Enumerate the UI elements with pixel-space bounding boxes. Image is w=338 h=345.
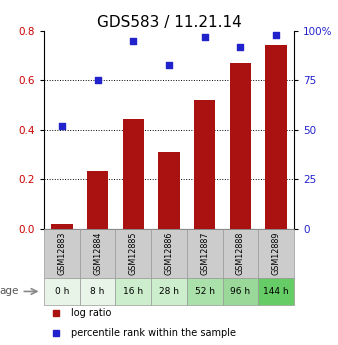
Bar — [151, 278, 187, 305]
Text: GSM12888: GSM12888 — [236, 231, 245, 275]
Bar — [258, 278, 294, 305]
Point — [166, 62, 172, 67]
Text: 96 h: 96 h — [231, 287, 250, 296]
Bar — [223, 229, 258, 278]
Text: 28 h: 28 h — [159, 287, 179, 296]
Bar — [194, 100, 215, 229]
Point — [59, 123, 65, 129]
Point — [273, 32, 279, 38]
Point — [238, 44, 243, 50]
Bar — [80, 229, 115, 278]
Text: GSM12885: GSM12885 — [129, 231, 138, 275]
Bar — [44, 229, 80, 278]
Text: GSM12883: GSM12883 — [57, 231, 66, 275]
Bar — [223, 278, 258, 305]
Text: 52 h: 52 h — [195, 287, 215, 296]
Text: 16 h: 16 h — [123, 287, 143, 296]
Bar — [80, 278, 115, 305]
Point — [202, 34, 208, 40]
Bar — [158, 152, 180, 229]
Text: 0 h: 0 h — [55, 287, 69, 296]
Bar — [187, 278, 223, 305]
Bar — [51, 224, 73, 229]
Title: GDS583 / 11.21.14: GDS583 / 11.21.14 — [97, 15, 241, 30]
Text: 144 h: 144 h — [263, 287, 289, 296]
Bar — [44, 278, 80, 305]
Bar — [265, 45, 287, 229]
Text: log ratio: log ratio — [71, 308, 112, 318]
Bar — [258, 229, 294, 278]
Bar — [87, 170, 108, 229]
Text: percentile rank within the sample: percentile rank within the sample — [71, 328, 237, 338]
Point — [130, 38, 136, 44]
Text: GSM12886: GSM12886 — [165, 231, 173, 275]
Bar — [187, 229, 223, 278]
Bar — [123, 119, 144, 229]
Text: 8 h: 8 h — [90, 287, 105, 296]
Point — [95, 78, 100, 83]
Text: GSM12884: GSM12884 — [93, 231, 102, 275]
Text: GSM12887: GSM12887 — [200, 231, 209, 275]
Text: GSM12889: GSM12889 — [272, 231, 281, 275]
Bar — [230, 63, 251, 229]
Bar — [115, 278, 151, 305]
Bar — [115, 229, 151, 278]
Text: age: age — [0, 286, 19, 296]
Bar — [151, 229, 187, 278]
